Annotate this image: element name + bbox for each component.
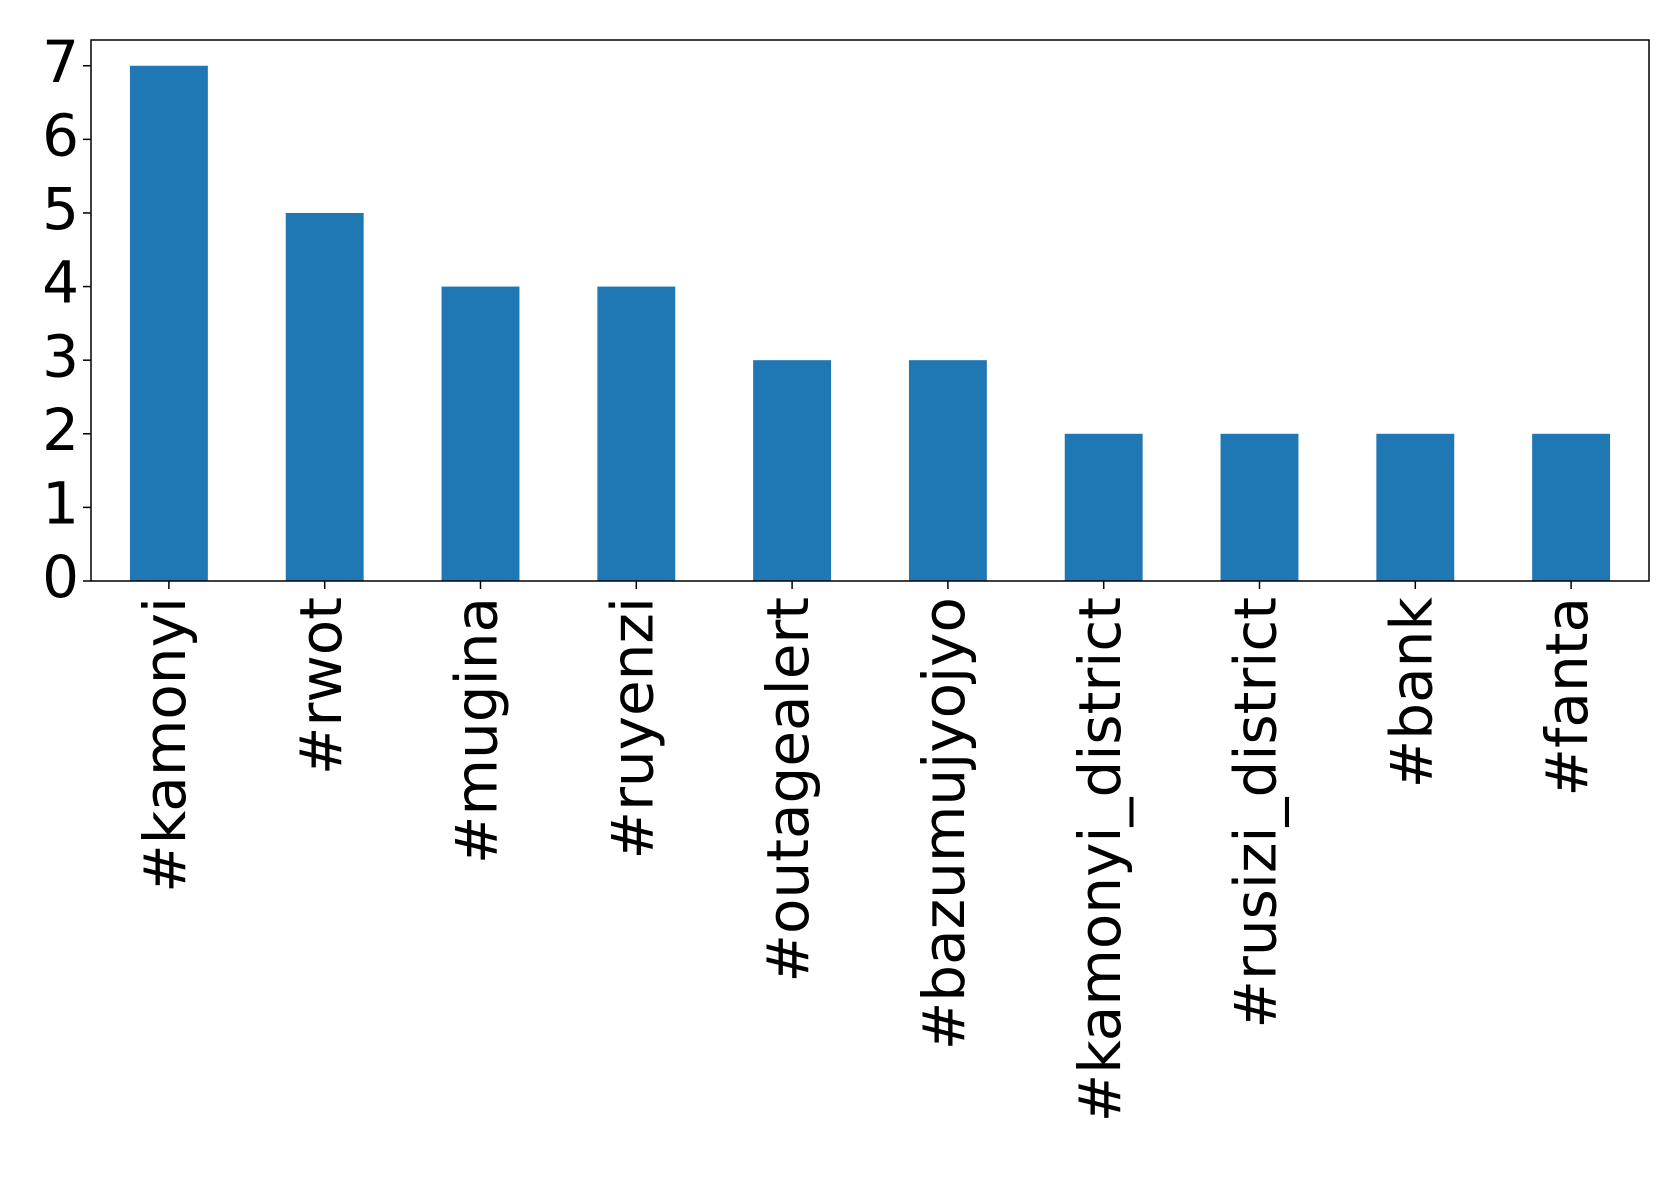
bar (1220, 433, 1299, 581)
bar (753, 360, 832, 581)
bar (1532, 433, 1611, 581)
y-tick-label: 4 (42, 249, 79, 317)
x-tick-label: #outagealert (754, 597, 822, 983)
bar (441, 286, 520, 581)
y-tick-label: 2 (42, 396, 79, 464)
bar (129, 65, 208, 581)
bar (908, 360, 987, 581)
y-tick-label: 0 (42, 543, 79, 611)
x-tick-label: #bank (1377, 597, 1445, 789)
x-tick-label: #bazumujyojyo (910, 597, 978, 1050)
x-tick-label: #fanta (1533, 597, 1601, 797)
x-tick-label: #mugina (443, 597, 511, 864)
bar (285, 212, 364, 582)
plot-frame (90, 39, 1650, 582)
bar (1376, 433, 1455, 581)
x-tick-label: #ruyenzi (598, 597, 666, 860)
y-tick-label: 7 (42, 28, 79, 96)
y-tick-label: 6 (42, 101, 79, 169)
x-tick-label: #rusizi_district (1222, 597, 1290, 1029)
y-tick-label: 5 (42, 175, 79, 243)
x-tick-label: #kamonyi_district (1066, 597, 1134, 1122)
x-tick-label: #kamonyi (131, 597, 199, 893)
y-tick-label: 3 (42, 322, 79, 390)
bar (597, 286, 676, 581)
y-tick-label: 1 (42, 470, 79, 538)
bar (1064, 433, 1143, 581)
x-tick-label: #rwot (287, 597, 355, 775)
